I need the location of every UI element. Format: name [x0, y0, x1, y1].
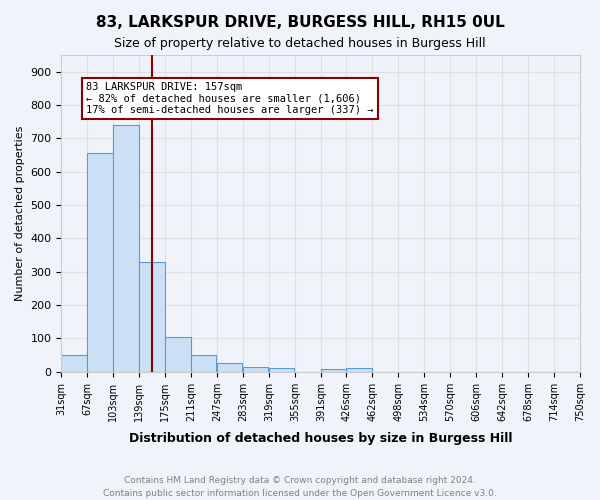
Bar: [269, 368, 295, 372]
Bar: [88, 154, 113, 372]
Bar: [217, 363, 242, 372]
Y-axis label: Number of detached properties: Number of detached properties: [15, 126, 25, 301]
X-axis label: Distribution of detached houses by size in Burgess Hill: Distribution of detached houses by size …: [129, 432, 512, 445]
Text: Contains public sector information licensed under the Open Government Licence v3: Contains public sector information licen…: [103, 488, 497, 498]
Bar: [61, 355, 86, 372]
Bar: [113, 125, 139, 372]
Bar: [191, 355, 217, 372]
Text: 83 LARKSPUR DRIVE: 157sqm
← 82% of detached houses are smaller (1,606)
17% of se: 83 LARKSPUR DRIVE: 157sqm ← 82% of detac…: [86, 82, 373, 115]
Bar: [321, 369, 346, 372]
Bar: [243, 367, 268, 372]
Bar: [139, 262, 164, 372]
Text: Contains HM Land Registry data © Crown copyright and database right 2024.: Contains HM Land Registry data © Crown c…: [124, 476, 476, 485]
Text: Size of property relative to detached houses in Burgess Hill: Size of property relative to detached ho…: [114, 38, 486, 51]
Bar: [346, 368, 371, 372]
Text: 83, LARKSPUR DRIVE, BURGESS HILL, RH15 0UL: 83, LARKSPUR DRIVE, BURGESS HILL, RH15 0…: [95, 15, 505, 30]
Bar: [165, 337, 191, 372]
